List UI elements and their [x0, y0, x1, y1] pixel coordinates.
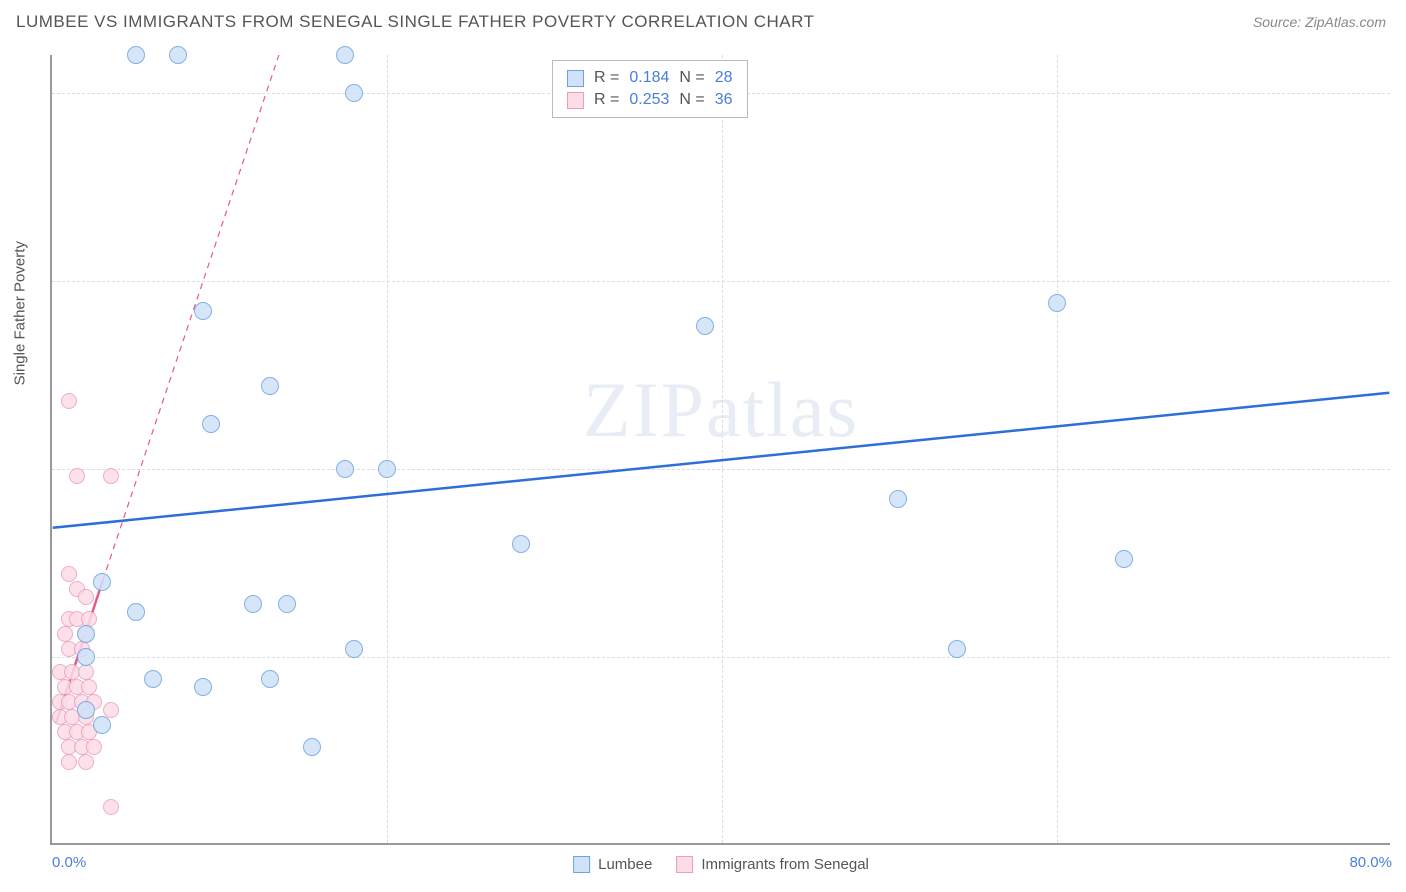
lumbee-point: [77, 625, 95, 643]
legend-row-senegal: R = 0.253 N = 36: [567, 89, 733, 111]
lumbee-label: Lumbee: [598, 856, 652, 873]
senegal-label: Immigrants from Senegal: [701, 856, 869, 873]
scatter-chart: Single Father Poverty ZIPatlas R = 0.184…: [50, 55, 1390, 845]
lumbee-point: [244, 595, 262, 613]
lumbee-point: [194, 302, 212, 320]
lumbee-point: [144, 670, 162, 688]
lumbee-point: [336, 460, 354, 478]
legend-item-lumbee: Lumbee: [573, 856, 652, 873]
senegal-point: [61, 566, 77, 582]
chart-header: LUMBEE VS IMMIGRANTS FROM SENEGAL SINGLE…: [0, 0, 1406, 40]
lumbee-point: [948, 640, 966, 658]
lumbee-point: [345, 84, 363, 102]
senegal-point: [57, 626, 73, 642]
lumbee-point: [1115, 550, 1133, 568]
lumbee-n-value: 28: [715, 69, 733, 87]
senegal-r-value: 0.253: [629, 91, 669, 109]
senegal-point: [86, 739, 102, 755]
y-tick-label: 25.0%: [1400, 648, 1406, 665]
n-label: N =: [679, 69, 704, 87]
senegal-point: [81, 679, 97, 695]
lumbee-point: [512, 535, 530, 553]
lumbee-r-value: 0.184: [629, 69, 669, 87]
lumbee-point: [169, 46, 187, 64]
senegal-point: [103, 799, 119, 815]
lumbee-point: [77, 648, 95, 666]
senegal-point: [61, 393, 77, 409]
y-tick-label: 75.0%: [1400, 272, 1406, 289]
lumbee-point: [127, 46, 145, 64]
trend-lines: [52, 55, 1390, 843]
n-label: N =: [679, 91, 704, 109]
senegal-point: [61, 754, 77, 770]
lumbee-point: [696, 317, 714, 335]
senegal-swatch: [567, 92, 584, 109]
lumbee-swatch: [567, 70, 584, 87]
lumbee-point: [278, 595, 296, 613]
watermark: ZIPatlas: [583, 365, 859, 455]
y-tick-label: 50.0%: [1400, 460, 1406, 477]
x-tick-label: 80.0%: [1349, 854, 1392, 871]
y-axis-label: Single Father Poverty: [12, 241, 29, 385]
y-tick-label: 100.0%: [1400, 84, 1406, 101]
senegal-point: [103, 468, 119, 484]
lumbee-point: [202, 415, 220, 433]
lumbee-point: [93, 716, 111, 734]
lumbee-point: [336, 46, 354, 64]
senegal-n-value: 36: [715, 91, 733, 109]
correlation-legend: R = 0.184 N = 28 R = 0.253 N = 36: [552, 60, 748, 118]
x-tick-label: 0.0%: [52, 854, 86, 871]
r-label: R =: [594, 69, 619, 87]
senegal-point: [69, 468, 85, 484]
lumbee-point: [194, 678, 212, 696]
lumbee-point: [261, 377, 279, 395]
lumbee-point: [303, 738, 321, 756]
lumbee-point: [77, 701, 95, 719]
r-label: R =: [594, 91, 619, 109]
lumbee-point: [93, 573, 111, 591]
senegal-swatch: [676, 856, 693, 873]
source-attribution: Source: ZipAtlas.com: [1253, 14, 1386, 30]
chart-title: LUMBEE VS IMMIGRANTS FROM SENEGAL SINGLE…: [16, 12, 815, 32]
senegal-point: [78, 664, 94, 680]
lumbee-point: [127, 603, 145, 621]
senegal-point: [78, 754, 94, 770]
senegal-point: [78, 589, 94, 605]
lumbee-point: [378, 460, 396, 478]
lumbee-point: [261, 670, 279, 688]
series-legend: Lumbee Immigrants from Senegal: [573, 856, 869, 873]
lumbee-point: [345, 640, 363, 658]
legend-item-senegal: Immigrants from Senegal: [676, 856, 869, 873]
lumbee-swatch: [573, 856, 590, 873]
legend-row-lumbee: R = 0.184 N = 28: [567, 67, 733, 89]
lumbee-point: [889, 490, 907, 508]
lumbee-point: [1048, 294, 1066, 312]
